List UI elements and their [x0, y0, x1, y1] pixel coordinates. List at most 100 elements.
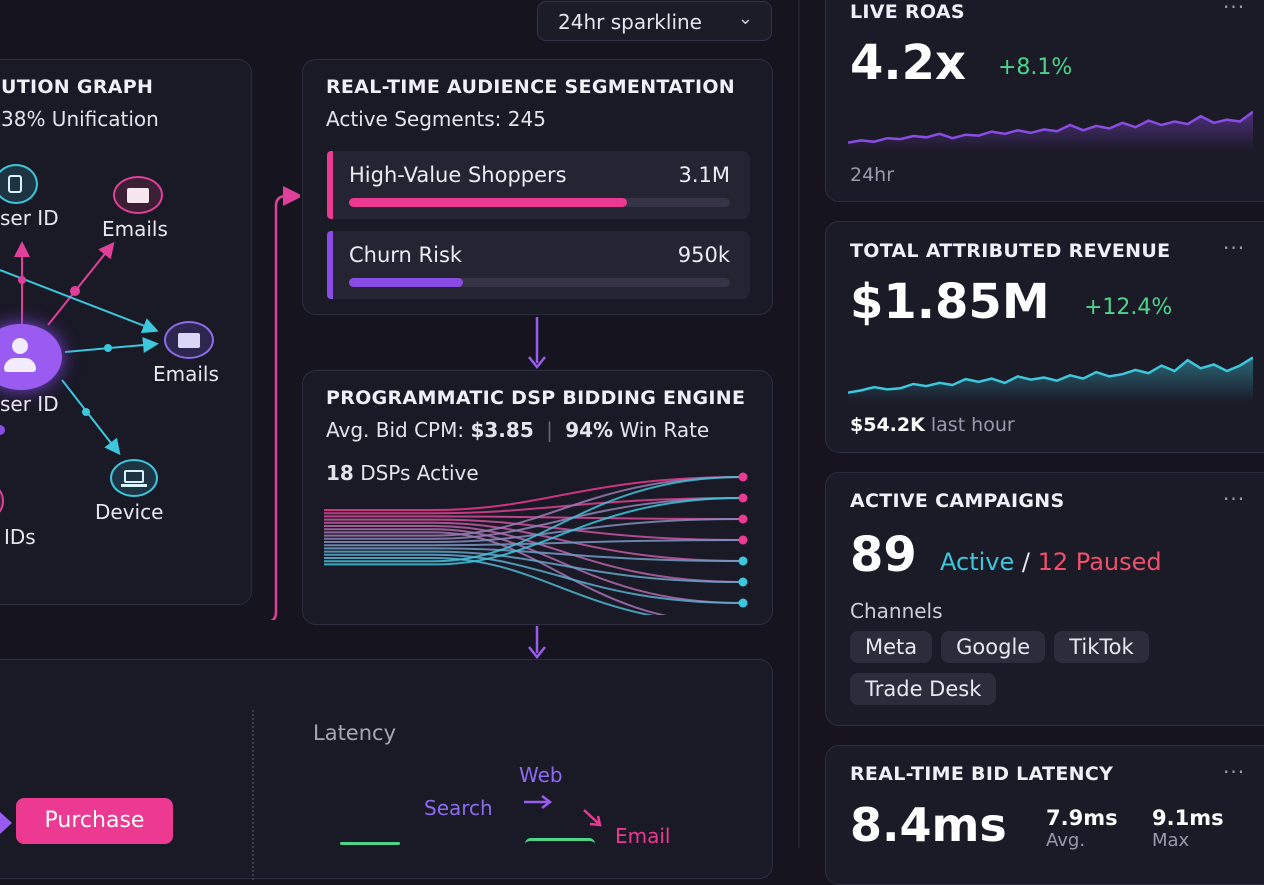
email-icon[interactable] — [113, 176, 163, 214]
node-ids: IDs — [4, 525, 36, 549]
identity-graph-title: UTION GRAPH — [1, 76, 154, 98]
more-options-icon[interactable]: ··· — [1223, 236, 1246, 260]
live-roas-change: +8.1% — [998, 55, 1073, 80]
dsp-stream — [324, 550, 743, 583]
sparkline-line — [848, 110, 1253, 144]
identity-graph-subtitle: 38% Unification — [1, 107, 159, 131]
dsp-stream — [324, 515, 743, 520]
dsp-title: PROGRAMMATIC DSP BIDDING ENGINE — [326, 387, 746, 409]
tablet-icon[interactable] — [0, 164, 38, 204]
more-options-icon[interactable]: ··· — [1223, 487, 1246, 511]
revenue-value: $1.85M — [850, 274, 1050, 330]
dsp-active-label: DSPs Active — [360, 461, 479, 485]
segment-value: 3.1M — [678, 163, 730, 187]
journey-green-fragment — [340, 834, 600, 848]
node-device: Device — [95, 500, 164, 524]
campaigns-separator: / — [1021, 548, 1030, 576]
win-rate-label: Win Rate — [619, 418, 710, 442]
dsp-stream — [324, 497, 743, 540]
segmentation-title: REAL-TIME AUDIENCE SEGMENTATION — [326, 76, 735, 98]
purchase-button[interactable]: Purchase — [16, 798, 173, 844]
audience-segmentation-panel: REAL-TIME AUDIENCE SEGMENTATION Active S… — [302, 59, 773, 315]
win-rate-value: 94% — [565, 418, 614, 442]
dsp-stream — [324, 557, 655, 615]
channel-chip-meta[interactable]: Meta — [850, 631, 933, 663]
email-icon[interactable] — [164, 321, 214, 359]
channel-chip-google[interactable]: Google — [941, 631, 1046, 663]
segment-progress-track — [349, 278, 730, 287]
dsp-bidding-panel: PROGRAMMATIC DSP BIDDING ENGINE Avg. Bid… — [302, 370, 773, 625]
node-user-id-center: ser ID — [0, 392, 59, 416]
revenue-sparkline — [848, 356, 1253, 402]
dsp-active: 18 DSPs Active — [326, 461, 479, 485]
dsp-stream — [324, 539, 743, 547]
segment-progress-fill — [349, 198, 628, 207]
latency-max-value: 9.1ms — [1152, 806, 1224, 830]
channels-label: Channels — [850, 599, 943, 623]
live-roas-value: 4.2x — [850, 35, 966, 91]
dsp-stream — [324, 553, 743, 604]
sparkline-range-label: 24hr sparkline — [558, 10, 702, 34]
revenue-footer: $54.2K last hour — [850, 414, 1015, 436]
flow-arrows — [528, 317, 546, 660]
dsp-stream — [324, 476, 743, 511]
dsp-stream — [324, 518, 743, 541]
dsp-stream — [324, 521, 743, 562]
campaigns-count: 89 — [850, 527, 917, 583]
dsp-stream — [324, 525, 743, 583]
dsp-flow-streams — [324, 472, 748, 615]
dsp-stream — [324, 528, 743, 604]
segment-accent — [327, 151, 333, 219]
revenue-footer-value: $54.2K — [850, 414, 925, 436]
live-roas-footer: 24hr — [850, 164, 895, 186]
latency-avg-label: Avg. — [1046, 830, 1086, 851]
dsp-endpoint — [738, 514, 748, 524]
dsp-stream — [324, 497, 743, 566]
segment-progress-fill — [349, 278, 464, 287]
campaigns-active-label: Active — [940, 548, 1015, 576]
sparkline-line — [848, 356, 1253, 394]
more-options-icon[interactable]: ··· — [1223, 760, 1246, 784]
segment-high-value-shoppers[interactable]: High-Value Shoppers 3.1M — [327, 151, 750, 219]
segment-accent — [327, 231, 333, 299]
channel-chips: Meta Google TikTok Trade Desk — [850, 631, 1230, 715]
campaigns-status: Active / 12 Paused — [940, 548, 1162, 576]
segment-name: Churn Risk — [349, 243, 463, 267]
dsp-endpoint — [738, 535, 748, 545]
user-icon[interactable] — [0, 324, 62, 390]
channel-chip-tiktok[interactable]: TikTok — [1054, 631, 1149, 663]
segment-progress-track — [349, 198, 730, 207]
campaigns-title: ACTIVE CAMPAIGNS — [850, 490, 1065, 512]
segment-name: High-Value Shoppers — [349, 163, 567, 187]
dsp-stream — [324, 518, 743, 543]
latency-avg-value: 7.9ms — [1046, 806, 1118, 830]
node-emails-right: Emails — [153, 362, 219, 386]
more-options-icon[interactable]: ··· — [1223, 0, 1246, 19]
segment-churn-risk[interactable]: Churn Risk 950k — [327, 231, 750, 299]
bid-latency-card: REAL-TIME BID LATENCY ··· 8.4ms 7.9ms Av… — [825, 745, 1264, 885]
dsp-stream — [324, 497, 743, 515]
revenue-title: TOTAL ATTRIBUTED REVENUE — [850, 240, 1171, 262]
column-divider — [798, 0, 800, 848]
chevron-down-icon: ⌄ — [737, 8, 753, 29]
live-roas-sparkline — [848, 110, 1253, 151]
journey-search-label: Search — [424, 796, 493, 820]
dsp-stream — [324, 547, 743, 562]
stat-divider: | — [546, 418, 553, 442]
latency-max-label: Max — [1152, 830, 1190, 851]
dsp-stream — [324, 476, 743, 563]
laptop-icon[interactable] — [110, 459, 158, 497]
dsp-endpoint — [738, 577, 748, 587]
sparkline-range-select[interactable]: 24hr sparkline ⌄ — [537, 1, 772, 41]
channel-chip-trade-desk[interactable]: Trade Desk — [850, 673, 997, 705]
attributed-revenue-card: TOTAL ATTRIBUTED REVENUE ··· $1.85M +12.… — [825, 221, 1264, 453]
dsp-endpoint — [738, 598, 748, 608]
journey-email-label: Email — [615, 824, 671, 848]
cpm-value: $3.85 — [470, 418, 534, 442]
dsp-stream — [324, 476, 743, 537]
segmentation-subtitle: Active Segments: 245 — [326, 107, 546, 131]
node-user-id-top: ser ID — [0, 206, 59, 230]
live-roas-card: LIVE ROAS ··· 4.2x +8.1% 24hr — [825, 0, 1264, 202]
revenue-change: +12.4% — [1084, 295, 1173, 320]
play-icon — [0, 812, 12, 834]
